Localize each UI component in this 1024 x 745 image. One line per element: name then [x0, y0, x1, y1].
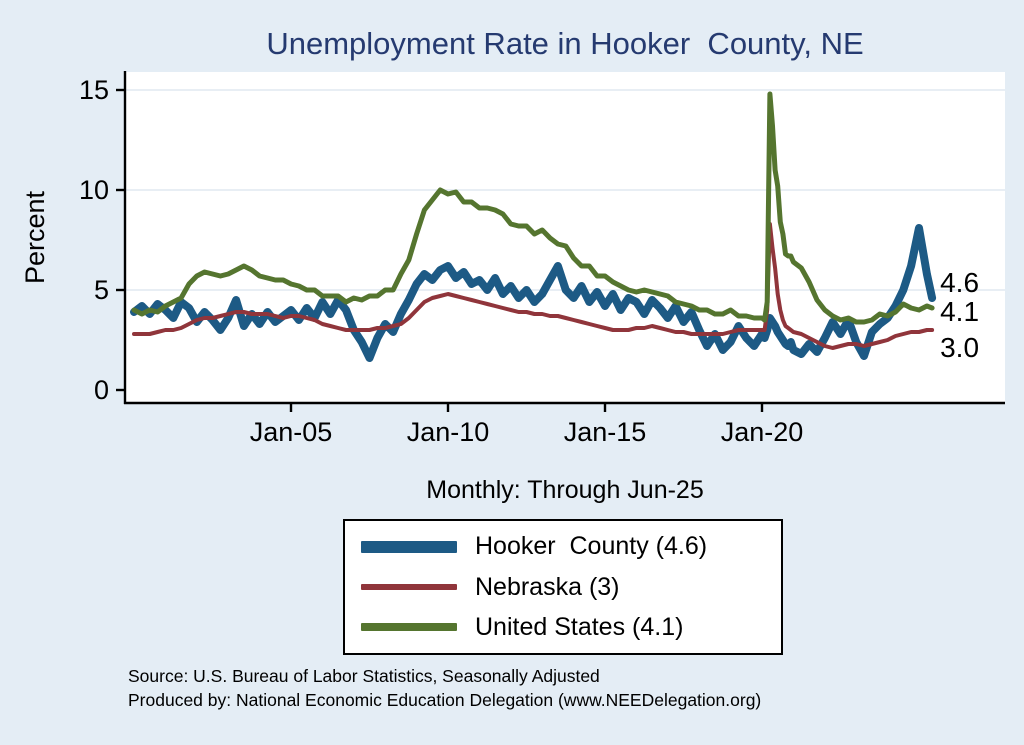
- legend-label-united-states: United States (4.1): [475, 612, 684, 641]
- chart-subtitle: Monthly: Through Jun-25: [426, 476, 704, 504]
- x-tick-label: Jan-20: [721, 417, 804, 447]
- legend: Hooker County (4.6) Nebraska (3) United …: [343, 519, 783, 655]
- end-label: 4.1: [940, 296, 979, 327]
- source-note: Source: U.S. Bureau of Labor Statistics,…: [128, 664, 761, 712]
- y-tick-label: 10: [79, 175, 109, 205]
- x-tick-label: Jan-15: [564, 417, 647, 447]
- source-line-2: Produced by: National Economic Education…: [128, 690, 762, 710]
- legend-key-united-states: [361, 623, 457, 632]
- legend-key-nebraska: [361, 584, 457, 590]
- y-tick-label: 15: [79, 75, 109, 105]
- source-line-1: Source: U.S. Bureau of Labor Statistics,…: [128, 666, 600, 686]
- legend-item-united-states: United States (4.1): [361, 613, 781, 642]
- x-tick-label: Jan-05: [250, 417, 333, 447]
- y-tick-label: 0: [94, 375, 109, 405]
- y-tick-label: 5: [94, 275, 109, 305]
- x-tick-label: Jan-10: [407, 417, 490, 447]
- plot-background: [125, 72, 1005, 403]
- plot-region: 0 5 10 15 Jan-05 Jan-10 Jan-15 Jan-20 Percent 4.6…: [20, 71, 1005, 447]
- series-line-0: [130, 224, 937, 362]
- legend-label-nebraska: Nebraska (3): [475, 572, 620, 601]
- chart-title: Unemployment Rate in Hooker County, NE: [266, 26, 864, 61]
- series-line-2: [131, 91, 935, 325]
- legend-key-hooker-county: [361, 540, 457, 553]
- y-axis-title: Percent: [20, 190, 50, 284]
- legend-item-nebraska: Nebraska (3): [361, 573, 781, 602]
- end-label: 4.6: [940, 267, 979, 298]
- series-line-1: [132, 222, 935, 350]
- legend-item-hooker-county: Hooker County (4.6): [361, 532, 781, 561]
- end-label: 3.0: [940, 332, 979, 363]
- legend-label-hooker-county: Hooker County (4.6): [475, 532, 708, 561]
